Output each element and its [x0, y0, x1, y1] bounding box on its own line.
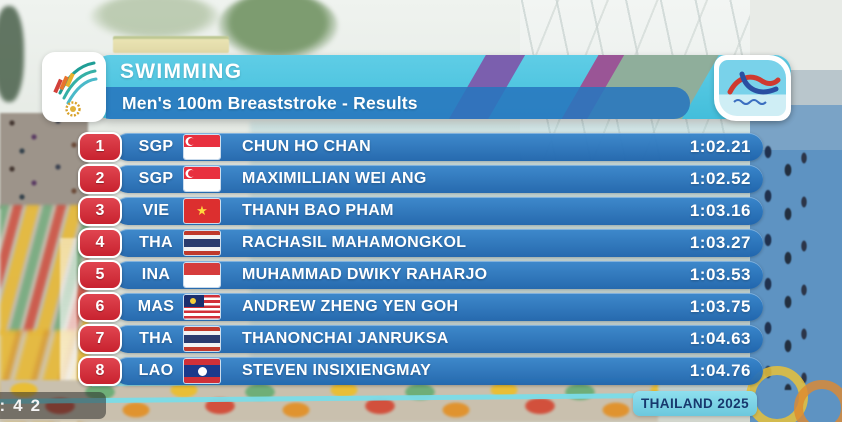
venue-banner	[113, 36, 229, 53]
rank-badge: 1	[78, 132, 122, 162]
result-row: 7 THA THANONCHAI JANRUKSA 1:04.63	[78, 324, 763, 354]
rank-number: 4	[95, 234, 105, 251]
rank-number: 2	[95, 170, 105, 187]
event-title: Men's 100m Breaststroke - Results	[122, 92, 418, 113]
athlete-name: THANH BAO PHAM	[242, 202, 394, 219]
aquatics-logo-icon	[714, 55, 791, 121]
rank-badge: 5	[78, 260, 122, 290]
flag-icon	[184, 359, 220, 383]
pool-officials	[754, 140, 816, 390]
result-row: 4 THA RACHASIL MAHAMONGKOL 1:03.27	[78, 228, 763, 258]
country-code: VIE	[142, 202, 170, 219]
country-code: SGP	[138, 138, 174, 155]
athlete-name: RACHASIL MAHAMONGKOL	[242, 234, 467, 251]
sport-title: SWIMMING	[120, 60, 243, 83]
rank-number: 3	[95, 202, 105, 219]
host-badge-label: THAILAND 2025	[641, 396, 749, 411]
result-row: 6 MAS ANDREW ZHENG YEN GOH 1:03.75	[78, 292, 763, 322]
event-band: Men's 100m Breaststroke - Results	[106, 87, 690, 119]
light-streak	[60, 238, 77, 422]
athlete-name: STEVEN INSIXIENGMAY	[242, 362, 432, 379]
country-code: THA	[139, 330, 173, 347]
athlete-name: THANONCHAI JANRUKSA	[242, 330, 449, 347]
host-badge: THAILAND 2025	[633, 391, 757, 416]
country-code: MAS	[137, 298, 175, 315]
tree	[0, 6, 24, 102]
result-time: 1:03.16	[689, 201, 751, 220]
result-time: 1:04.63	[689, 329, 751, 348]
rank-number: 6	[95, 298, 105, 315]
result-time: 1:03.53	[689, 265, 751, 284]
country-code: SGP	[138, 170, 174, 187]
flag-icon	[184, 263, 220, 287]
rank-badge: 7	[78, 324, 122, 354]
rank-badge: 8	[78, 356, 122, 386]
athlete-name: MUHAMMAD DWIKY RAHARJO	[242, 266, 488, 283]
rank-badge: 4	[78, 228, 122, 258]
rank-badge: 6	[78, 292, 122, 322]
sport-band: SWIMMING Men's 100m Breaststroke - Resul…	[94, 55, 791, 119]
flag-icon	[184, 167, 220, 191]
results-list: 1 SGP CHUN HO CHAN 1:02.21 2 SGP MAXIMIL…	[78, 132, 763, 386]
result-time: 1:03.75	[689, 297, 751, 316]
flag-icon	[184, 295, 220, 319]
rank-number: 1	[95, 138, 105, 155]
flag-icon	[184, 231, 220, 255]
rank-badge: 2	[78, 164, 122, 194]
spectator-stand	[0, 113, 88, 209]
sea-games-emblem-icon	[42, 52, 106, 122]
country-code: THA	[139, 234, 173, 251]
rank-number: 7	[95, 330, 105, 347]
result-row: 3 VIE THANH BAO PHAM 1:03.16	[78, 196, 763, 226]
tree	[90, 0, 220, 40]
rank-number: 8	[95, 362, 105, 379]
flag-icon	[184, 135, 220, 159]
results-header: SWIMMING Men's 100m Breaststroke - Resul…	[42, 52, 791, 122]
athlete-name: CHUN HO CHAN	[242, 138, 371, 155]
rank-badge: 3	[78, 196, 122, 226]
result-time: 1:04.76	[689, 361, 751, 380]
rank-number: 5	[95, 266, 105, 283]
country-code: LAO	[138, 362, 174, 379]
video-timestamp-value: 0:42	[0, 395, 49, 415]
tree	[218, 0, 338, 60]
result-time: 1:02.21	[689, 137, 751, 156]
athlete-name: MAXIMILLIAN WEI ANG	[242, 170, 427, 187]
video-timestamp: 0:42	[0, 392, 106, 419]
result-row: 2 SGP MAXIMILLIAN WEI ANG 1:02.52	[78, 164, 763, 194]
result-row: 8 LAO STEVEN INSIXIENGMAY 1:04.76	[78, 356, 763, 386]
result-row: 1 SGP CHUN HO CHAN 1:02.21	[78, 132, 763, 162]
result-time: 1:03.27	[689, 233, 751, 252]
result-time: 1:02.52	[689, 169, 751, 188]
flag-icon	[184, 199, 220, 223]
flag-icon	[184, 327, 220, 351]
athlete-name: ANDREW ZHENG YEN GOH	[242, 298, 459, 315]
result-row: 5 INA MUHAMMAD DWIKY RAHARJO 1:03.53	[78, 260, 763, 290]
country-code: INA	[141, 266, 171, 283]
